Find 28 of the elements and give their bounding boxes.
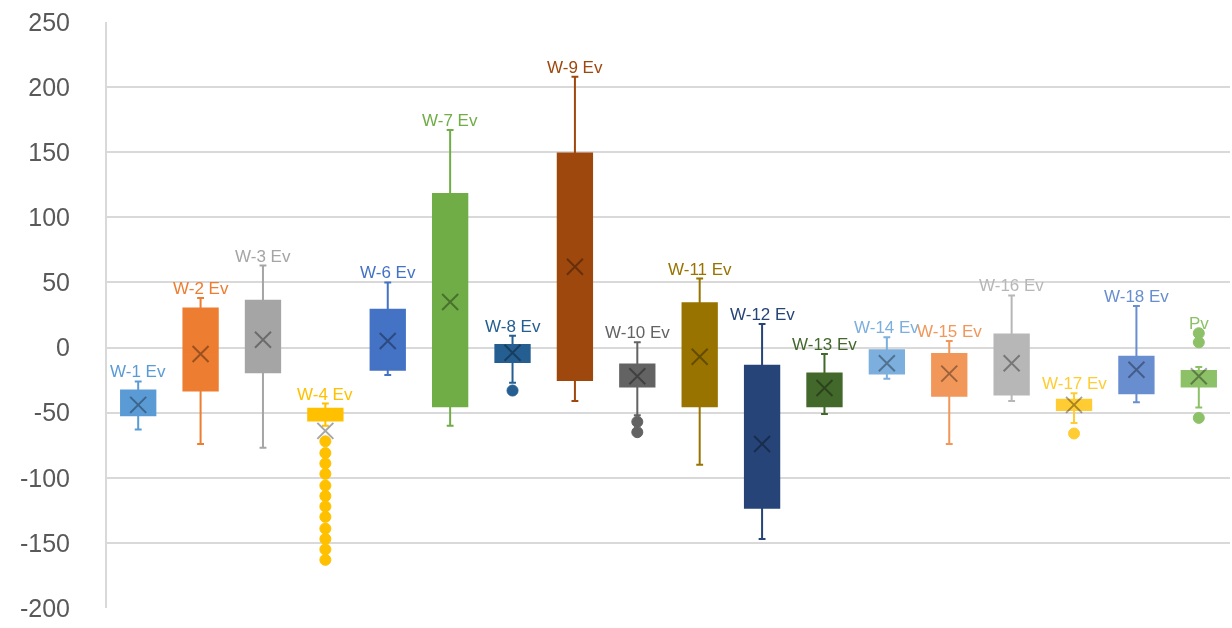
y-tick-label: 150 [28, 137, 70, 166]
y-tick-label: 50 [42, 268, 70, 297]
y-tick-label: 0 [56, 333, 70, 362]
series-label: W-17 Ev [1042, 374, 1108, 393]
y-tick-label: -50 [33, 398, 70, 427]
y-tick-label: 250 [28, 7, 70, 36]
series-label: W-1 Ev [110, 362, 166, 381]
series-label: W-10 Ev [605, 323, 671, 342]
series-label: W-8 Ev [485, 317, 541, 336]
text: W-18 Ev [1104, 287, 1170, 306]
series-label: W-13 Ev [792, 335, 858, 354]
y-tick-label: -100 [19, 463, 70, 492]
text: Pv [1189, 314, 1210, 333]
text: W-7 Ev [422, 111, 478, 130]
y-tick-label: -150 [19, 528, 70, 557]
series-label: W-11 Ev [668, 260, 733, 279]
series-label: W-15 Ev [917, 322, 983, 341]
y-tick-label: 200 [28, 72, 70, 101]
text: W-16 Ev [979, 276, 1045, 295]
series-label: W-14 Ev [854, 318, 920, 337]
text: W-9 Ev [547, 58, 603, 77]
y-tick-label: -200 [19, 593, 70, 622]
series-label: W-6 Ev [360, 263, 416, 282]
series-label: W-4 Ev [297, 385, 353, 404]
text: W-3 Ev [235, 247, 291, 266]
text: W-12 Ev [730, 305, 796, 324]
y-tick-label: 100 [28, 203, 70, 232]
series-label: W-2 Ev [173, 279, 229, 298]
